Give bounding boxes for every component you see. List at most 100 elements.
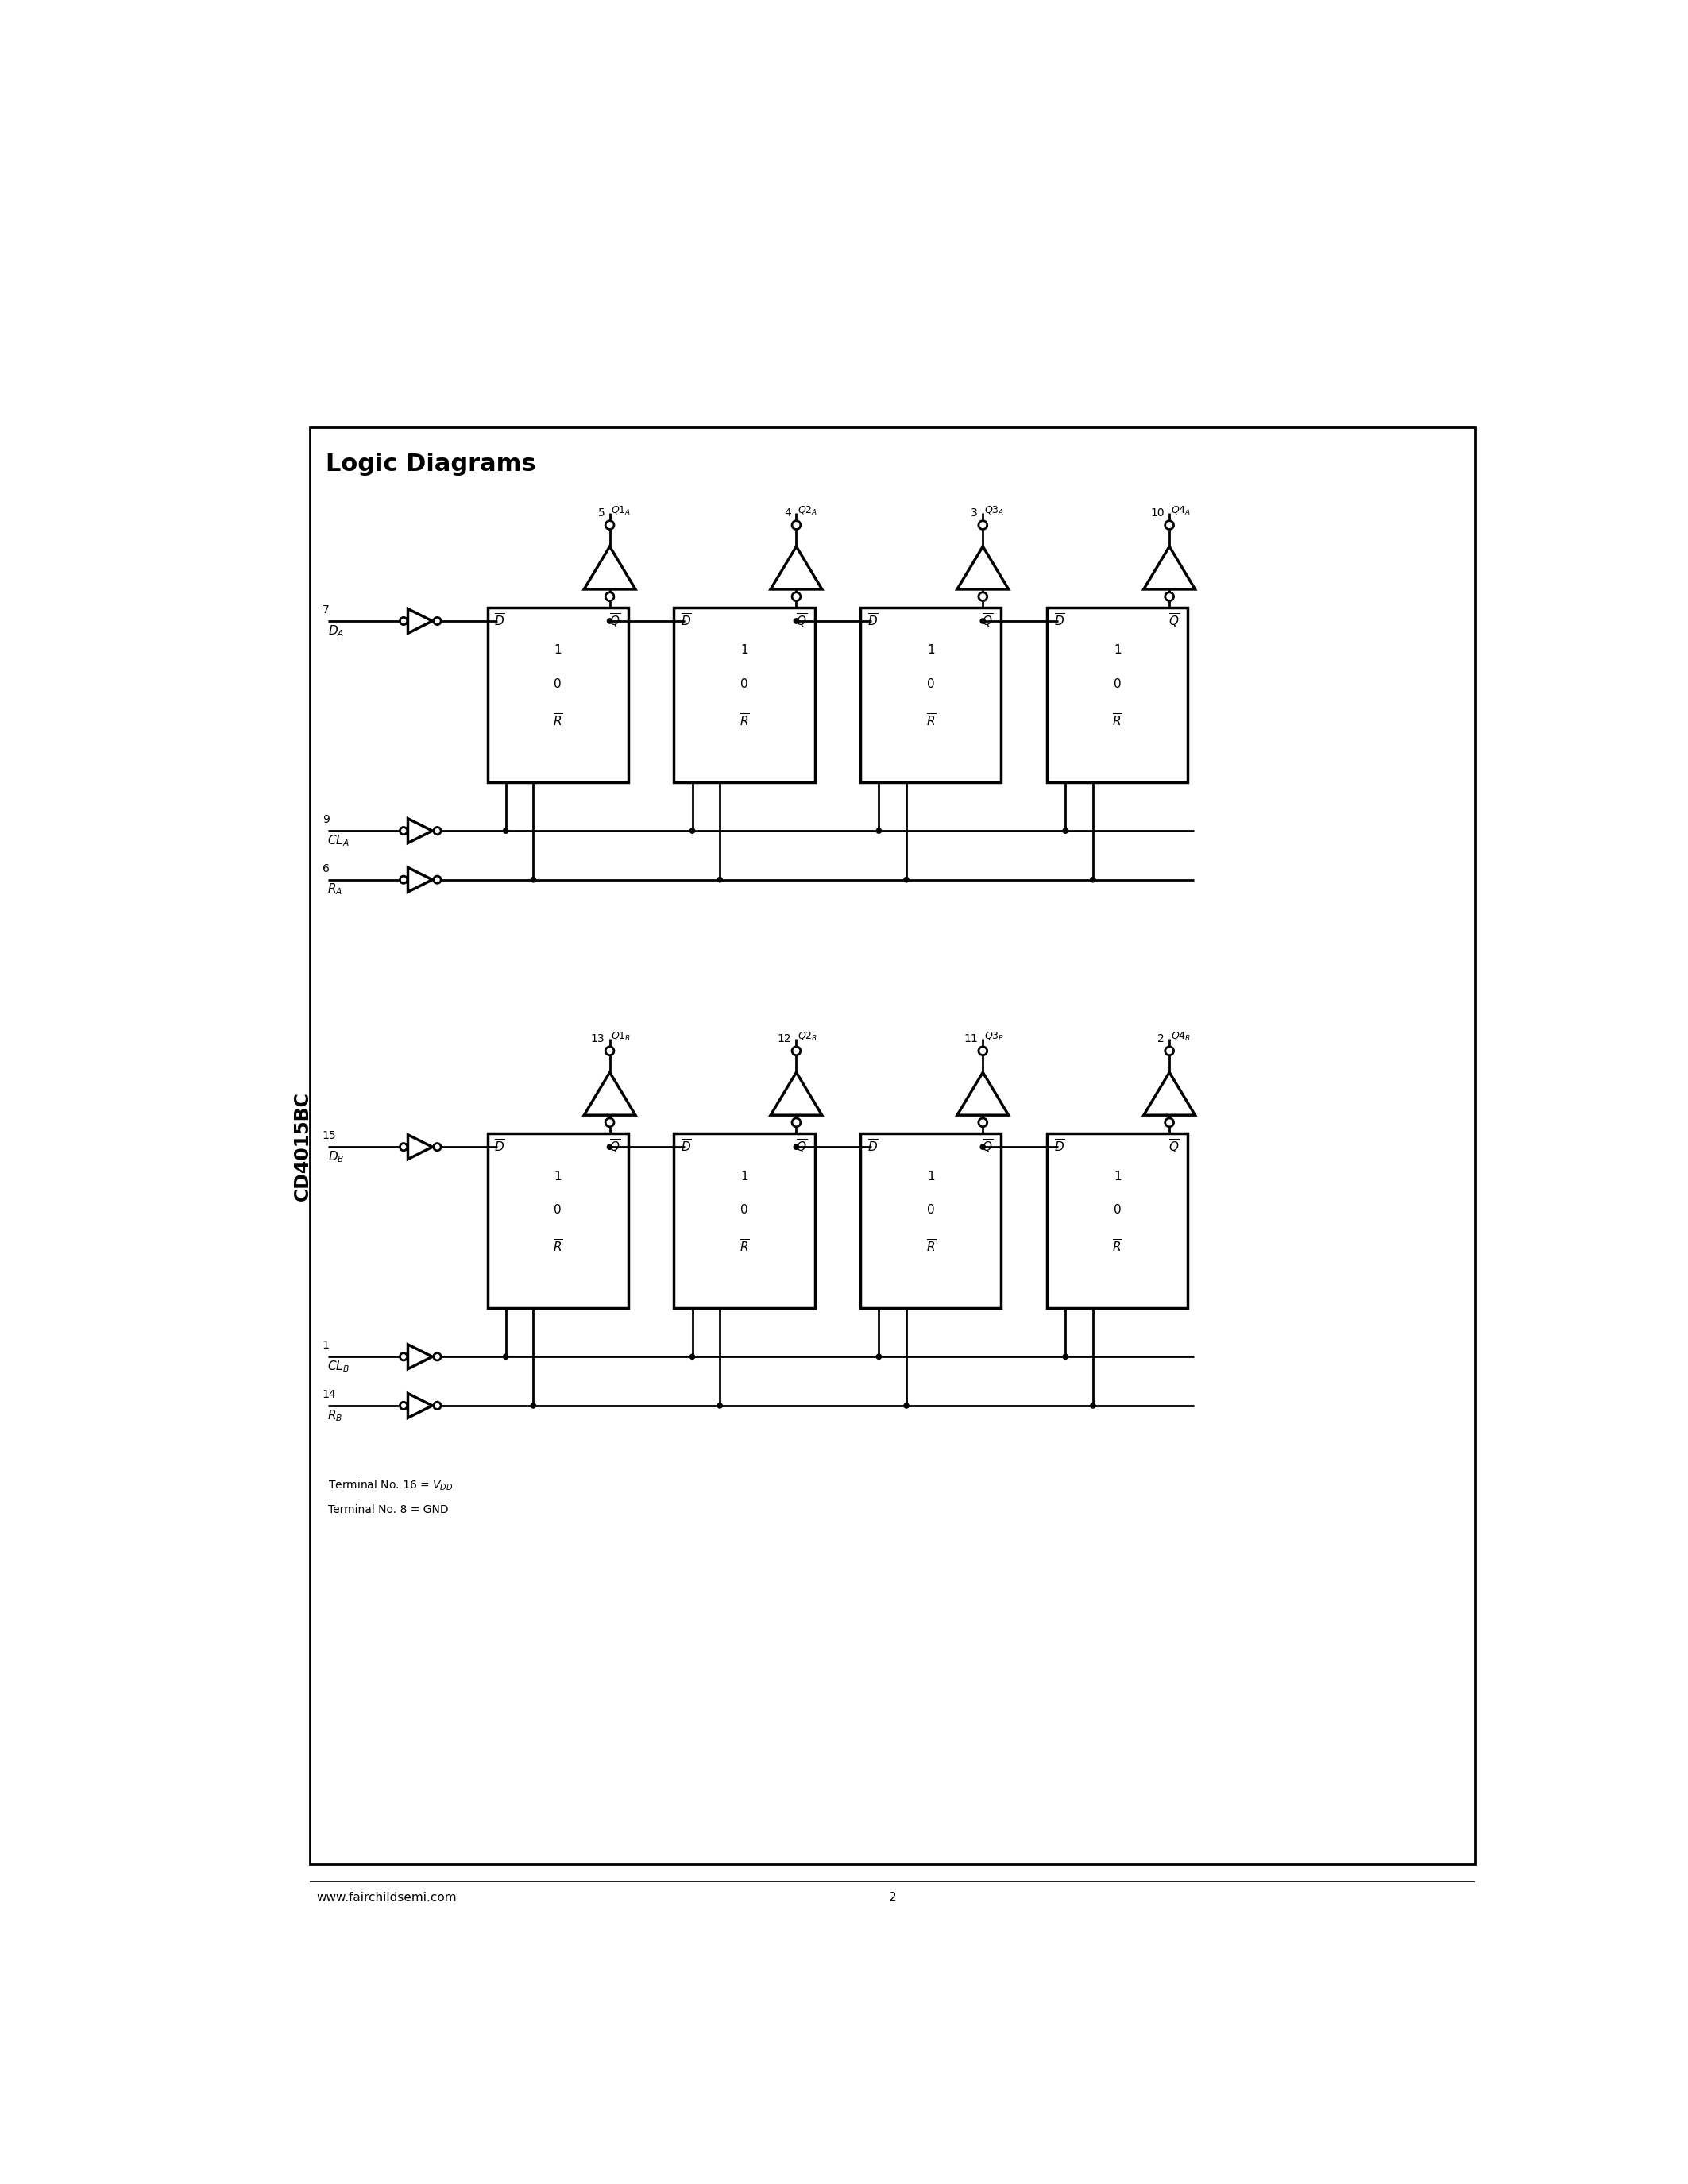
Text: 0: 0 [741, 677, 748, 690]
Text: 11: 11 [964, 1033, 977, 1044]
Text: $\overline{R}$: $\overline{R}$ [925, 1238, 935, 1254]
Text: 0: 0 [1114, 1203, 1121, 1216]
Text: Logic Diagrams: Logic Diagrams [326, 452, 535, 476]
Text: 1: 1 [927, 644, 935, 657]
Circle shape [876, 1354, 881, 1361]
Polygon shape [408, 609, 432, 633]
Text: 1: 1 [322, 1341, 329, 1352]
Polygon shape [771, 546, 822, 590]
Text: 10: 10 [1151, 507, 1165, 518]
Text: $CL_{A}$: $CL_{A}$ [327, 832, 349, 847]
Text: 13: 13 [591, 1033, 604, 1044]
Text: 1: 1 [554, 644, 562, 657]
Text: $\overline{Q}$: $\overline{Q}$ [1168, 612, 1180, 629]
Text: $D_{A}$: $D_{A}$ [329, 622, 344, 638]
Bar [674, 607, 815, 782]
Text: $R_{B}$: $R_{B}$ [327, 1409, 343, 1422]
Circle shape [793, 618, 800, 625]
Circle shape [979, 618, 986, 625]
Polygon shape [408, 1345, 432, 1369]
Polygon shape [408, 819, 432, 843]
Text: $\overline{D}$: $\overline{D}$ [680, 614, 692, 629]
Circle shape [1165, 1046, 1173, 1055]
Bar [488, 607, 628, 782]
Circle shape [400, 1402, 407, 1409]
Text: $Q3_{B}$: $Q3_{B}$ [984, 1031, 1004, 1044]
Text: 0: 0 [554, 1203, 562, 1216]
Bar [1047, 1133, 1188, 1308]
Circle shape [530, 1402, 537, 1409]
Circle shape [792, 592, 800, 601]
Circle shape [606, 618, 613, 625]
Circle shape [903, 1402, 910, 1409]
Circle shape [1090, 1402, 1096, 1409]
Text: $\overline{R}$: $\overline{R}$ [739, 1238, 749, 1254]
Text: Terminal No. 16 = $V_{DD}$: Terminal No. 16 = $V_{DD}$ [329, 1479, 454, 1492]
Text: $\overline{D}$: $\overline{D}$ [495, 614, 505, 629]
Text: $\overline{D}$: $\overline{D}$ [868, 1140, 878, 1155]
Circle shape [503, 828, 508, 834]
Polygon shape [771, 1072, 822, 1116]
Circle shape [434, 618, 441, 625]
Circle shape [979, 1046, 987, 1055]
Text: 0: 0 [741, 1203, 748, 1216]
Circle shape [606, 592, 614, 601]
Circle shape [606, 520, 614, 529]
Text: 1: 1 [1114, 1171, 1121, 1182]
Text: 2: 2 [1158, 1033, 1165, 1044]
Circle shape [792, 1118, 800, 1127]
Circle shape [979, 592, 987, 601]
Text: $Q2_{A}$: $Q2_{A}$ [797, 505, 817, 518]
Text: $Q3_{A}$: $Q3_{A}$ [984, 505, 1004, 518]
Polygon shape [408, 867, 432, 891]
Circle shape [434, 876, 441, 882]
Bar [674, 1133, 815, 1308]
Text: www.fairchildsemi.com: www.fairchildsemi.com [316, 1891, 456, 1904]
Circle shape [1165, 520, 1173, 529]
Text: $Q1_{B}$: $Q1_{B}$ [611, 1031, 631, 1044]
Text: 0: 0 [554, 677, 562, 690]
Bar [861, 1133, 1001, 1308]
Text: $CL_{B}$: $CL_{B}$ [327, 1358, 349, 1374]
Circle shape [717, 1402, 722, 1409]
Polygon shape [584, 1072, 635, 1116]
Text: 9: 9 [322, 815, 329, 826]
Polygon shape [957, 546, 1008, 590]
Circle shape [1062, 828, 1069, 834]
Text: $\overline{Q}$: $\overline{Q}$ [609, 1138, 619, 1155]
Text: $Q1_{A}$: $Q1_{A}$ [611, 505, 631, 518]
Text: $D_{B}$: $D_{B}$ [329, 1149, 344, 1164]
Text: Terminal No. 8 = GND: Terminal No. 8 = GND [329, 1505, 449, 1516]
Text: $Q2_{B}$: $Q2_{B}$ [797, 1031, 817, 1044]
Text: 0: 0 [927, 1203, 935, 1216]
Text: $Q4_{B}$: $Q4_{B}$ [1170, 1031, 1190, 1044]
Circle shape [792, 1046, 800, 1055]
Circle shape [792, 520, 800, 529]
Polygon shape [408, 1136, 432, 1160]
Text: 6: 6 [322, 863, 329, 874]
Text: 14: 14 [322, 1389, 336, 1400]
Text: $\overline{Q}$: $\overline{Q}$ [982, 612, 993, 629]
Circle shape [434, 1142, 441, 1151]
Text: $\overline{Q}$: $\overline{Q}$ [795, 612, 807, 629]
Text: 1: 1 [927, 1171, 935, 1182]
Text: 7: 7 [322, 605, 329, 616]
Circle shape [503, 1354, 508, 1361]
Text: 12: 12 [778, 1033, 792, 1044]
Circle shape [1165, 1118, 1173, 1127]
Text: $\overline{R}$: $\overline{R}$ [1112, 1238, 1123, 1254]
Text: $\overline{D}$: $\overline{D}$ [495, 1140, 505, 1155]
Circle shape [979, 520, 987, 529]
Bar [1047, 607, 1188, 782]
Text: $\overline{R}$: $\overline{R}$ [739, 712, 749, 729]
Text: 1: 1 [741, 644, 748, 657]
Text: CD4015BC: CD4015BC [294, 1092, 312, 1201]
Text: $\overline{R}$: $\overline{R}$ [925, 712, 935, 729]
Text: 4: 4 [785, 507, 792, 518]
Text: $Q4_{A}$: $Q4_{A}$ [1170, 505, 1190, 518]
Text: $\overline{D}$: $\overline{D}$ [868, 614, 878, 629]
Circle shape [689, 1354, 695, 1361]
Text: 5: 5 [598, 507, 604, 518]
Text: $\overline{D}$: $\overline{D}$ [1053, 614, 1065, 629]
Text: 0: 0 [927, 677, 935, 690]
